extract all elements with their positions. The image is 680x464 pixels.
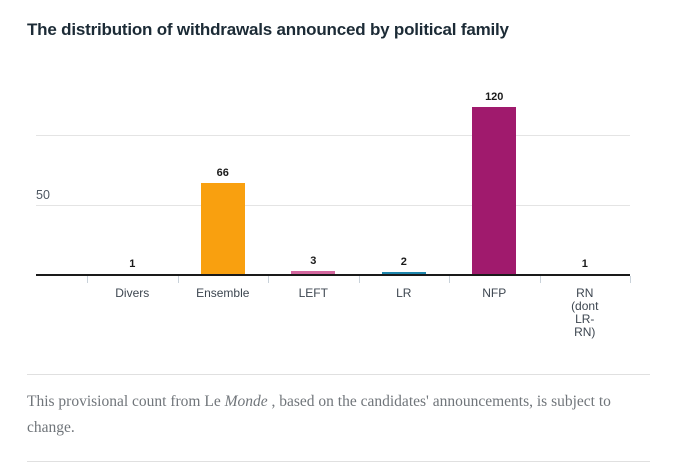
x-axis-baseline <box>36 274 630 276</box>
x-axis-category-label: Ensemble <box>177 287 268 300</box>
bar-lr <box>381 272 426 275</box>
x-axis-label-line: RN <box>576 286 594 300</box>
x-axis-category-label: NFP <box>449 287 540 300</box>
footnote-text-end: , based on the candidates' announcements… <box>27 393 611 436</box>
x-axis-tick <box>449 276 450 283</box>
gridline-50 <box>36 205 630 207</box>
x-axis-label-line: LR <box>396 286 412 300</box>
bar-value-label: 66 <box>216 166 229 179</box>
x-axis-category-label: RN (dont LR- RN) <box>539 287 630 339</box>
bar-left <box>291 270 336 275</box>
bar-value-label: 1 <box>581 257 588 270</box>
x-axis-label-line: LR- <box>575 312 595 326</box>
chart-footnote: This provisional count from Le Monde , b… <box>27 389 652 441</box>
x-axis-tick <box>87 276 88 283</box>
x-axis-category-label: Divers <box>87 287 178 300</box>
footnote-source-name: Monde <box>224 393 268 410</box>
bar-value-label: 2 <box>400 256 407 269</box>
x-axis-category-label: LEFT <box>268 287 359 300</box>
x-axis-label-line: NFP <box>482 286 507 300</box>
bar-nfp <box>472 107 517 275</box>
x-axis-label-line: Ensemble <box>196 286 250 300</box>
bar-value-label: 120 <box>485 91 504 104</box>
x-axis-tick <box>177 276 179 283</box>
footnote-divider-top <box>27 374 650 375</box>
x-axis-tick <box>358 276 360 283</box>
x-axis-tick <box>539 276 541 283</box>
bar-value-label: 3 <box>310 254 317 267</box>
bar-chart: 50 1 Divers 66 Ensemble 3 LEFT 2 LR 120 NFP 1 RN (do… <box>36 91 631 339</box>
x-axis-label-line: Divers <box>115 286 150 300</box>
x-axis-label-line: RN) <box>574 325 596 339</box>
footnote-text-start: This provisional count from Le <box>27 393 225 410</box>
x-axis-category-label: LR <box>358 287 449 300</box>
bar-ensemble <box>200 182 245 275</box>
x-axis-label-line: LEFT <box>298 286 328 300</box>
y-axis-tick-label: 50 <box>36 188 50 202</box>
x-axis-tick <box>630 276 631 283</box>
chart-title: The distribution of withdrawals announce… <box>27 20 509 39</box>
bar-value-label: 1 <box>129 257 136 270</box>
x-axis-label-line: (dont <box>571 299 599 313</box>
footnote-divider-bottom <box>27 461 650 462</box>
x-axis-tick <box>268 276 269 283</box>
gridline-100 <box>36 135 630 137</box>
